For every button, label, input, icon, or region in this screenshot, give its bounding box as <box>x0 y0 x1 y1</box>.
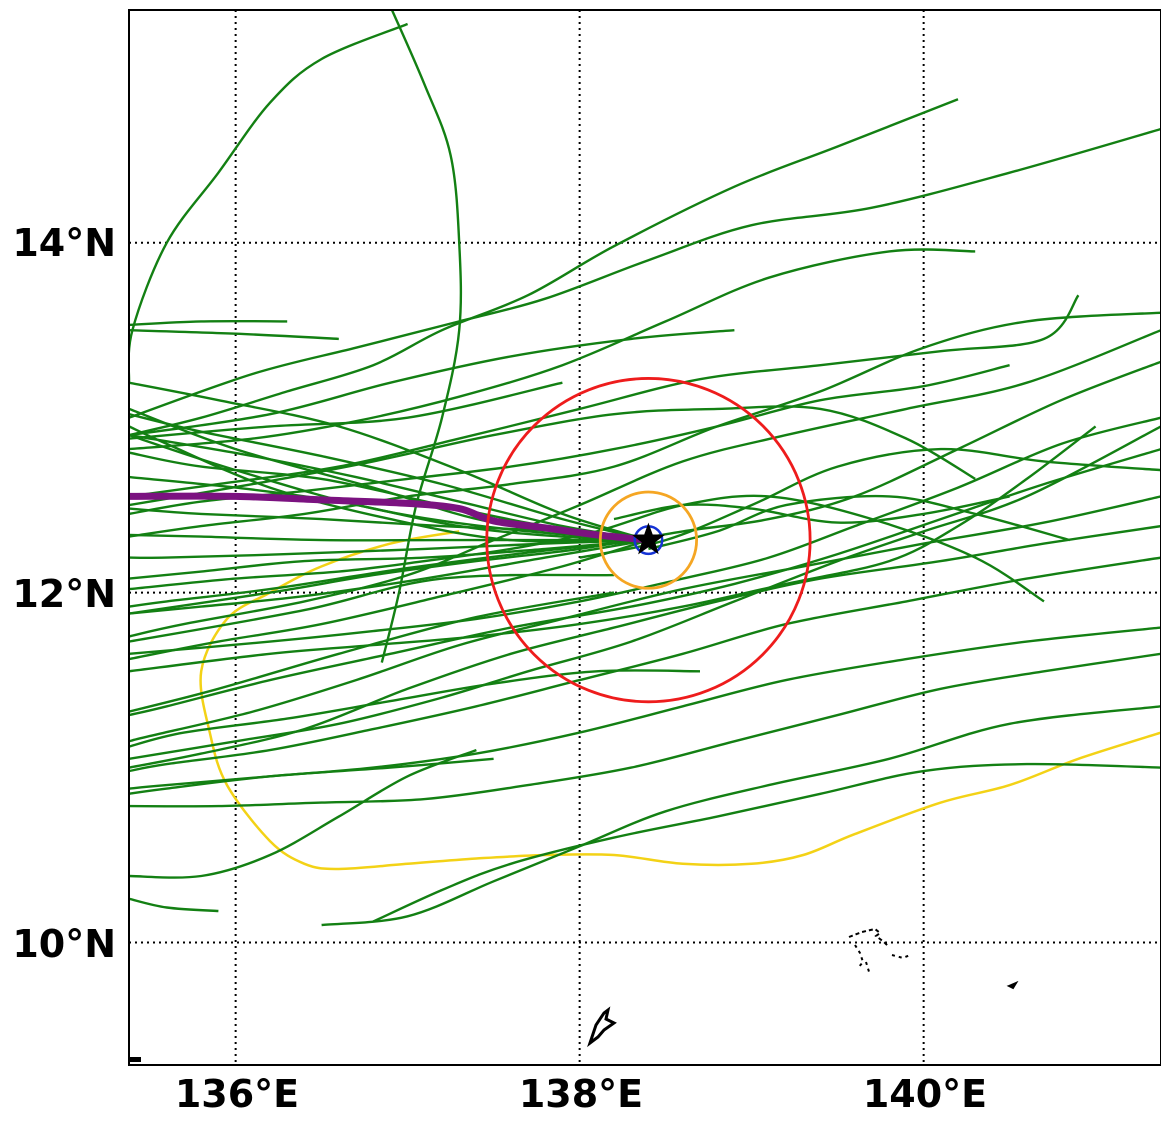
ensemble-track <box>372 762 1161 923</box>
corner-island <box>130 1057 141 1062</box>
ensemble-track <box>129 319 288 327</box>
storm-center-marker <box>631 522 666 555</box>
observed-track <box>129 492 652 544</box>
observed-track-line <box>129 492 652 544</box>
star-icon <box>631 522 666 555</box>
ensemble-track <box>129 329 1161 638</box>
ensemble-track <box>129 538 649 615</box>
ensemble-track <box>129 538 649 580</box>
ensemble-track <box>129 748 477 879</box>
ensemble-track <box>129 556 1161 773</box>
island-2 <box>1006 980 1019 990</box>
ensemble-track <box>129 591 615 713</box>
ensemble-track <box>129 495 1161 743</box>
coastline-islands <box>130 927 1019 1062</box>
island-group <box>848 927 890 948</box>
ensemble-track <box>380 10 463 663</box>
ensemble-track <box>129 433 649 542</box>
gfs-contour-line <box>199 530 1161 871</box>
ensemble-track <box>129 433 649 542</box>
ensemble-track <box>129 425 1097 673</box>
gfs-contour <box>199 530 1161 871</box>
ensemble-track <box>129 425 649 543</box>
ensemble-track <box>129 360 1161 615</box>
ensemble-track <box>129 311 1161 538</box>
ensemble-track <box>129 248 976 451</box>
ensemble-track <box>129 447 1161 717</box>
lat-label-14: 14°N <box>12 221 116 265</box>
ensemble-track <box>129 538 649 608</box>
ensemble-track <box>129 652 1161 808</box>
ensemble-track <box>129 294 1080 498</box>
ensemble-track <box>129 413 649 542</box>
ensemble-track <box>129 329 339 341</box>
ensemble-tracks <box>129 10 1161 927</box>
orange-radius-circle <box>598 490 699 590</box>
ensemble-track <box>129 538 649 560</box>
red-radius-circle <box>485 377 812 704</box>
ensemble-track <box>129 538 649 661</box>
ensemble-track <box>129 757 494 795</box>
ensemble-track <box>129 669 701 748</box>
lat-label-12: 12°N <box>12 572 116 616</box>
lon-label-136: 136°E <box>175 1072 299 1116</box>
lat-label-10: 10°N <box>12 922 116 966</box>
plot-frame <box>128 9 1161 1066</box>
island-group-2 <box>854 944 911 976</box>
island-1 <box>587 1006 617 1048</box>
ensemble-track <box>129 329 735 437</box>
ensemble-track <box>129 98 959 437</box>
ensemble-track <box>129 897 219 913</box>
ensemble-track <box>321 705 1161 927</box>
ensemble-track <box>129 381 649 542</box>
ensemble-track <box>648 494 1071 551</box>
ensemble-track <box>129 127 1161 419</box>
lon-label-138: 138°E <box>519 1072 643 1116</box>
ensemble-track <box>129 405 976 507</box>
ensemble-track <box>579 447 1161 559</box>
axis-labels: 14°N 12°N 10°N 136°E 138°E 140°E <box>12 221 987 1116</box>
graticule <box>129 10 1161 1065</box>
ensemble-track <box>129 22 409 383</box>
ensemble-track <box>129 573 615 643</box>
ensemble-track <box>129 416 1161 655</box>
ensemble-track <box>129 533 649 542</box>
lon-label-140: 140°E <box>863 1072 987 1116</box>
